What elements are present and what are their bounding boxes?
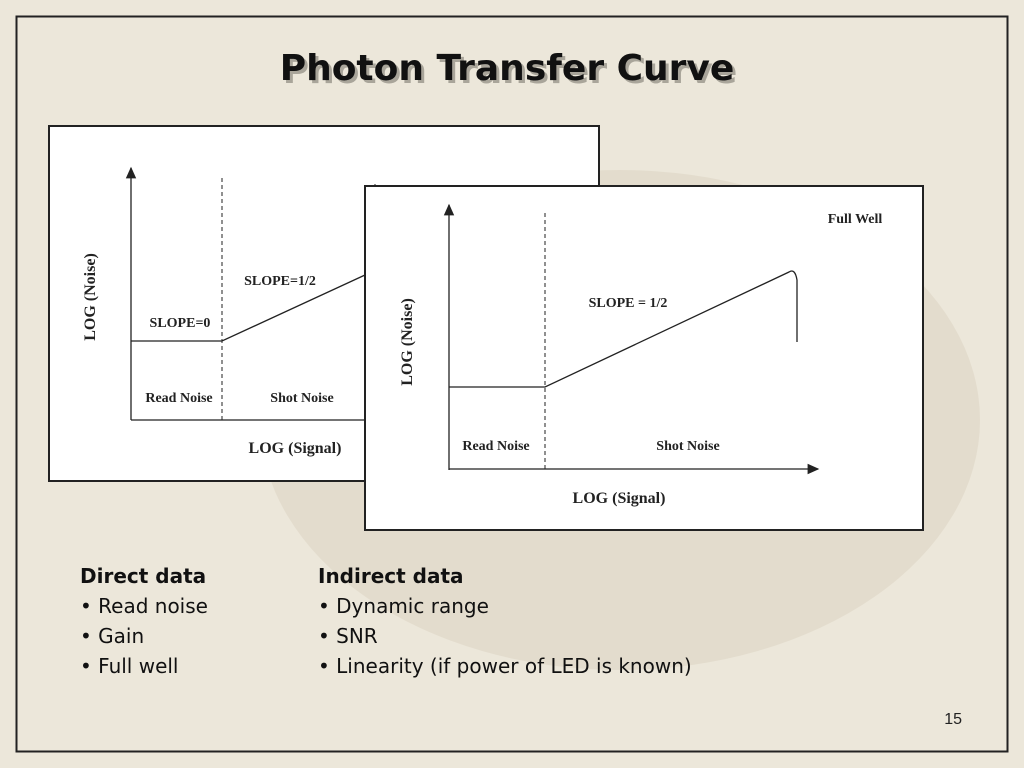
x-axis-label: LOG (Signal) <box>573 490 666 507</box>
indirect-list: Indirect data • Dynamic range • SNR • Li… <box>318 564 692 678</box>
list-item: • Read noise <box>80 594 208 618</box>
list-item: • Full well <box>80 654 179 678</box>
label: SLOPE=1/2 <box>244 274 316 289</box>
y-axis-label: LOG (Noise) <box>399 298 416 386</box>
label: Shot Noise <box>270 391 333 406</box>
slide-border <box>15 15 1009 753</box>
list-item: • SNR <box>318 624 378 648</box>
list-item: • Gain <box>80 624 144 648</box>
curve <box>131 274 366 342</box>
label: Read Noise <box>462 439 529 454</box>
label: Read Noise <box>145 391 212 406</box>
diagram-front: LOG (Noise) Full Well SLOPE = 1/2 Read N… <box>364 185 924 531</box>
label: Full Well <box>828 212 883 227</box>
list-heading: Direct data <box>80 564 206 588</box>
list-item: • Linearity (if power of LED is known) <box>318 654 692 678</box>
list-item: • Dynamic range <box>318 594 489 618</box>
title-shadow: Photon Transfer Curve <box>283 51 738 92</box>
list-heading: Indirect data <box>318 564 464 588</box>
page-number: 15 <box>944 711 962 728</box>
label: SLOPE = 1/2 <box>589 296 668 311</box>
label: SLOPE=0 <box>150 316 211 331</box>
label: Shot Noise <box>656 439 719 454</box>
direct-list: Direct data • Read noise • Gain • Full w… <box>80 564 208 678</box>
frame <box>364 185 924 531</box>
curve <box>449 270 798 388</box>
y-axis-label: LOG (Noise) <box>82 253 99 341</box>
title: Photon Transfer Curve <box>280 48 735 89</box>
x-axis-label: LOG (Signal) <box>249 440 342 457</box>
